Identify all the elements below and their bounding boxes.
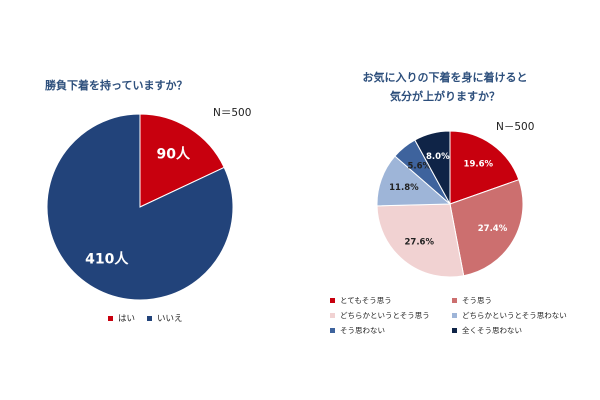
chart-panel-ownership: 勝負下着を持っていますか？ N＝500 90人 410人 はい いいえ [25, 62, 295, 352]
legend-swatch [452, 328, 457, 333]
legend-swatch [330, 298, 335, 303]
legend-ownership: はい いいえ [108, 312, 183, 324]
slice-data-label: 27.6% [404, 238, 434, 248]
legend-swatch [330, 328, 335, 333]
legend-item: そう思う [452, 295, 580, 306]
legend-item: いいえ [147, 312, 183, 324]
chart-panel-mood: お気に入りの下着を身に着けると 気分が上がりますか？ N－500 19.6% 27… [310, 62, 580, 352]
slice-data-label: 19.6% [464, 159, 494, 169]
chart-title-line-1: お気に入りの下着を身に着けると [362, 71, 528, 84]
legend-item: はい [108, 312, 135, 324]
legend-label: とてもそう思う [340, 296, 392, 305]
legend-item: とてもそう思う [330, 295, 448, 306]
legend-mood: とてもそう思う そう思うどちらかというとそう思う どちらかというとそう思わないそう思… [330, 295, 580, 336]
legend-swatch [147, 315, 153, 321]
legend-label: はい [118, 314, 136, 324]
slice-data-label: 11.8% [389, 183, 419, 193]
legend-swatch [452, 313, 457, 318]
slice-data-label: 27.4% [478, 224, 508, 234]
legend-item: 全くそう思わない [452, 325, 580, 336]
pie-slice-3 [376, 203, 465, 278]
slice-data-label: 410人 [85, 250, 129, 267]
sample-size-label: N－500 [496, 121, 535, 133]
pie-slice-2 [46, 113, 234, 301]
pie-slice-1 [139, 113, 225, 208]
legend-item: どちらかというとそう思わない [452, 310, 580, 321]
legend-swatch [452, 298, 457, 303]
legend-swatch [108, 315, 113, 321]
legend-label: どちらかというとそう思わない [462, 311, 567, 320]
legend-label: いいえ [157, 314, 183, 324]
pie-slice-6 [414, 130, 451, 205]
legend-label: どちらかというとそう思う [340, 311, 430, 320]
chart-title: お気に入りの下着を身に着けると 気分が上がりますか？ [310, 68, 580, 106]
slice-data-label: 8.0% [426, 152, 450, 162]
sample-size-label: N＝500 [213, 107, 252, 119]
chart-title-line-2: 気分が上がりますか？ [390, 90, 500, 103]
slice-data-label: 5.6% [407, 161, 431, 171]
legend-item: そう思わない [330, 325, 448, 336]
legend-label: そう思わない [340, 326, 385, 335]
slice-data-label: 90人 [156, 146, 190, 163]
chart-title: 勝負下着を持っていますか？ [45, 79, 188, 92]
pie-chart-ownership: 90人 410人 [46, 113, 234, 301]
pie-slice-2 [449, 179, 524, 277]
legend-item: どちらかというとそう思う [330, 310, 448, 321]
legend-swatch [330, 313, 335, 318]
pie-chart-mood: 19.6% 27.4% 27.6% 11.8% 5.6%8.0% [376, 130, 524, 278]
legend-label: 全くそう思わない [462, 326, 522, 335]
legend-label: そう思う [462, 296, 492, 305]
